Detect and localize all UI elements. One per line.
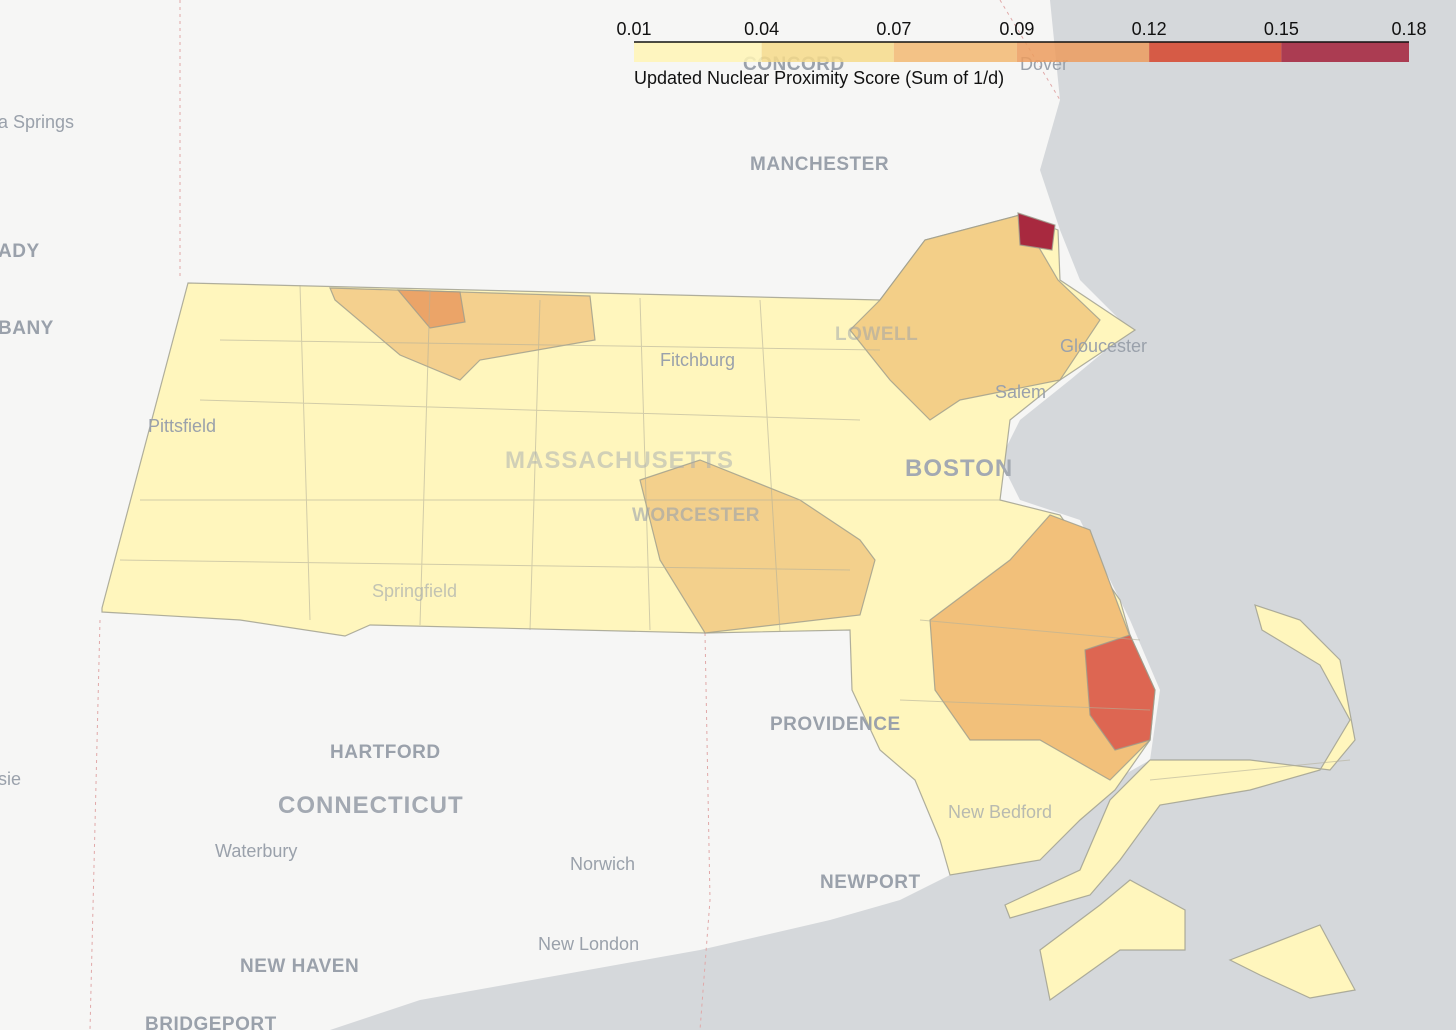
place-label: NEWPORT (820, 872, 921, 893)
place-label: BRIDGEPORT (145, 1014, 277, 1030)
worcester-towns (639, 459, 876, 634)
place-label: New Bedford (948, 802, 1052, 822)
place-label: BOSTON (905, 455, 1013, 482)
colorbar-tick-label: 0.18 (1391, 19, 1426, 39)
place-label: ADY (0, 241, 40, 262)
place-label: Springfield (372, 581, 457, 601)
nantucket (1228, 924, 1356, 999)
plymouth-town (1084, 634, 1156, 751)
state-border (89, 0, 1061, 1030)
colorbar-tick-label: 0.15 (1264, 19, 1299, 39)
cape-cod (1004, 604, 1356, 919)
colorbar-tick-label: 0.04 (744, 19, 779, 39)
colorbar-segment (1016, 42, 1150, 62)
colorbar-title: Updated Nuclear Proximity Score (Sum of … (634, 68, 1004, 88)
place-label: MASSACHUSETTS (505, 447, 734, 474)
colorbar-segment (1281, 42, 1409, 62)
marthas-vineyard (1039, 879, 1186, 1002)
colorbar-segment (634, 42, 762, 62)
northeast-towns (849, 214, 1101, 421)
place-label: New London (538, 934, 639, 954)
place-label: Waterbury (215, 841, 297, 861)
town-borders (119, 284, 1351, 781)
place-label: WORCESTER (632, 505, 760, 526)
place-label: Fitchburg (660, 350, 735, 370)
place-label: LOWELL (835, 324, 918, 345)
place-label: Salem (995, 382, 1046, 402)
north-central-town (396, 289, 466, 329)
colorbar-segment (893, 42, 1017, 62)
place-label: CONNECTICUT (278, 792, 464, 819)
colorbar-segment (761, 42, 894, 62)
place-label: PROVIDENCE (770, 714, 901, 735)
place-label: sie (0, 769, 21, 789)
seabrook-town (1017, 212, 1056, 251)
place-label: NEW HAVEN (240, 956, 359, 977)
colorbar-tick-label: 0.01 (616, 19, 651, 39)
place-label: Gloucester (1060, 336, 1147, 356)
north-central-towns (329, 287, 596, 381)
colorbar-tick-label: 0.12 (1132, 19, 1167, 39)
place-label: MANCHESTER (750, 154, 889, 175)
colorbar-tick-label: 0.07 (876, 19, 911, 39)
place-label: HARTFORD (330, 742, 441, 763)
colorbar: Updated Nuclear Proximity Score (Sum of … (616, 19, 1426, 88)
place-label: Pittsfield (148, 416, 216, 436)
place-label: Norwich (570, 854, 635, 874)
place-label: BANY (0, 318, 54, 339)
place-label: a Springs (0, 112, 74, 132)
colorbar-tick-label: 0.09 (999, 19, 1034, 39)
towns (101, 212, 1356, 1002)
colorbar-segment (1149, 42, 1282, 62)
